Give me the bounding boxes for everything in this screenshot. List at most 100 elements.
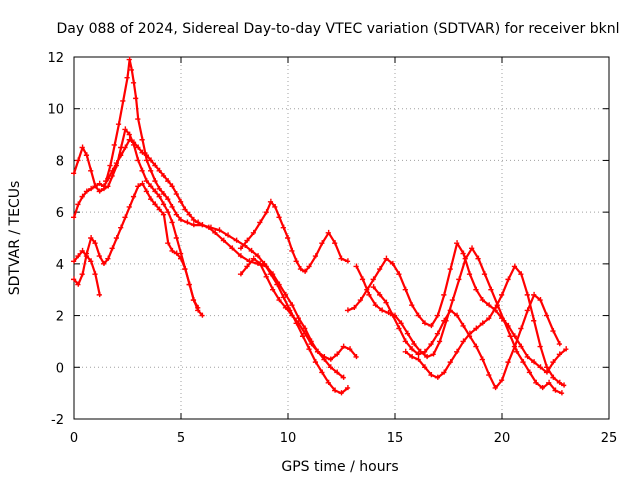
data-point — [75, 157, 82, 164]
data-point — [122, 144, 129, 151]
data-point — [537, 364, 544, 371]
data-point — [434, 312, 441, 319]
data-point — [79, 144, 86, 151]
series-line — [72, 249, 101, 296]
data-point — [289, 302, 296, 309]
data-point — [237, 253, 244, 260]
data-point — [111, 141, 118, 148]
data-point — [178, 198, 184, 205]
data-point — [135, 157, 142, 164]
data-point — [377, 266, 384, 273]
data-point — [449, 297, 456, 304]
data-point — [135, 116, 142, 123]
data-point — [79, 271, 86, 278]
data-point — [216, 227, 223, 234]
data-point — [526, 369, 533, 376]
data-point — [321, 353, 328, 360]
data-point — [396, 271, 403, 278]
data-point — [454, 312, 461, 319]
data-point — [486, 302, 493, 309]
data-point — [75, 201, 82, 208]
data-point — [182, 206, 189, 213]
data-point — [546, 379, 553, 386]
data-point — [396, 325, 403, 332]
data-point — [415, 356, 422, 363]
data-point — [244, 237, 251, 244]
data-point — [507, 333, 514, 340]
data-point — [295, 320, 302, 327]
data-point — [441, 291, 448, 298]
x-tick-label: 5 — [177, 431, 185, 446]
data-point — [481, 271, 488, 278]
data-point — [539, 384, 546, 391]
series-line — [239, 257, 358, 361]
x-tick-label: 15 — [387, 431, 404, 446]
data-point — [229, 245, 236, 252]
data-point — [518, 325, 525, 332]
data-point — [165, 178, 172, 185]
data-point — [415, 312, 422, 319]
data-point — [447, 266, 454, 273]
data-point — [169, 203, 176, 210]
series-track-7 — [237, 255, 360, 363]
data-point — [511, 263, 518, 270]
data-point — [441, 317, 448, 324]
data-point — [143, 188, 150, 195]
data-point — [169, 219, 176, 226]
data-point — [319, 240, 326, 247]
data-point — [454, 240, 461, 247]
data-point — [434, 374, 441, 381]
data-point — [244, 263, 251, 270]
data-point — [207, 224, 214, 231]
data-point — [383, 299, 390, 306]
data-point — [156, 206, 163, 213]
data-point — [486, 372, 493, 379]
data-point — [340, 374, 347, 381]
data-point — [109, 172, 116, 179]
data-point — [225, 232, 232, 239]
data-point — [267, 271, 274, 278]
data-point — [404, 330, 411, 337]
data-point — [409, 353, 416, 360]
data-point — [537, 297, 544, 304]
data-point — [389, 312, 396, 319]
data-point — [441, 369, 448, 376]
series-line — [346, 242, 568, 374]
data-point — [533, 379, 540, 386]
data-point — [178, 250, 184, 257]
series-line — [372, 286, 561, 390]
data-point — [377, 291, 384, 298]
data-point — [424, 353, 431, 360]
data-point — [169, 247, 176, 254]
data-point — [556, 351, 563, 358]
data-point — [109, 245, 116, 252]
data-point — [139, 180, 146, 187]
data-point — [473, 325, 480, 332]
data-point — [511, 343, 518, 350]
data-point — [152, 178, 159, 185]
y-tick-label: -2 — [51, 413, 64, 428]
data-point — [308, 341, 315, 348]
data-point — [88, 185, 95, 192]
data-point — [270, 286, 277, 293]
data-point — [143, 178, 150, 185]
data-point — [83, 188, 90, 195]
data-point — [366, 291, 373, 298]
data-point — [492, 384, 499, 391]
data-point — [460, 250, 467, 257]
data-point — [372, 302, 379, 309]
data-point — [122, 214, 129, 221]
data-point — [325, 229, 332, 236]
data-point — [312, 359, 319, 366]
data-point — [398, 320, 405, 327]
data-point — [173, 250, 180, 257]
data-point — [334, 369, 341, 376]
data-point — [156, 193, 163, 200]
data-point — [550, 328, 557, 335]
data-point — [71, 214, 77, 221]
data-point — [454, 348, 461, 355]
series-line — [72, 128, 204, 317]
data-point — [389, 260, 396, 267]
data-point — [411, 341, 418, 348]
data-point — [473, 343, 480, 350]
